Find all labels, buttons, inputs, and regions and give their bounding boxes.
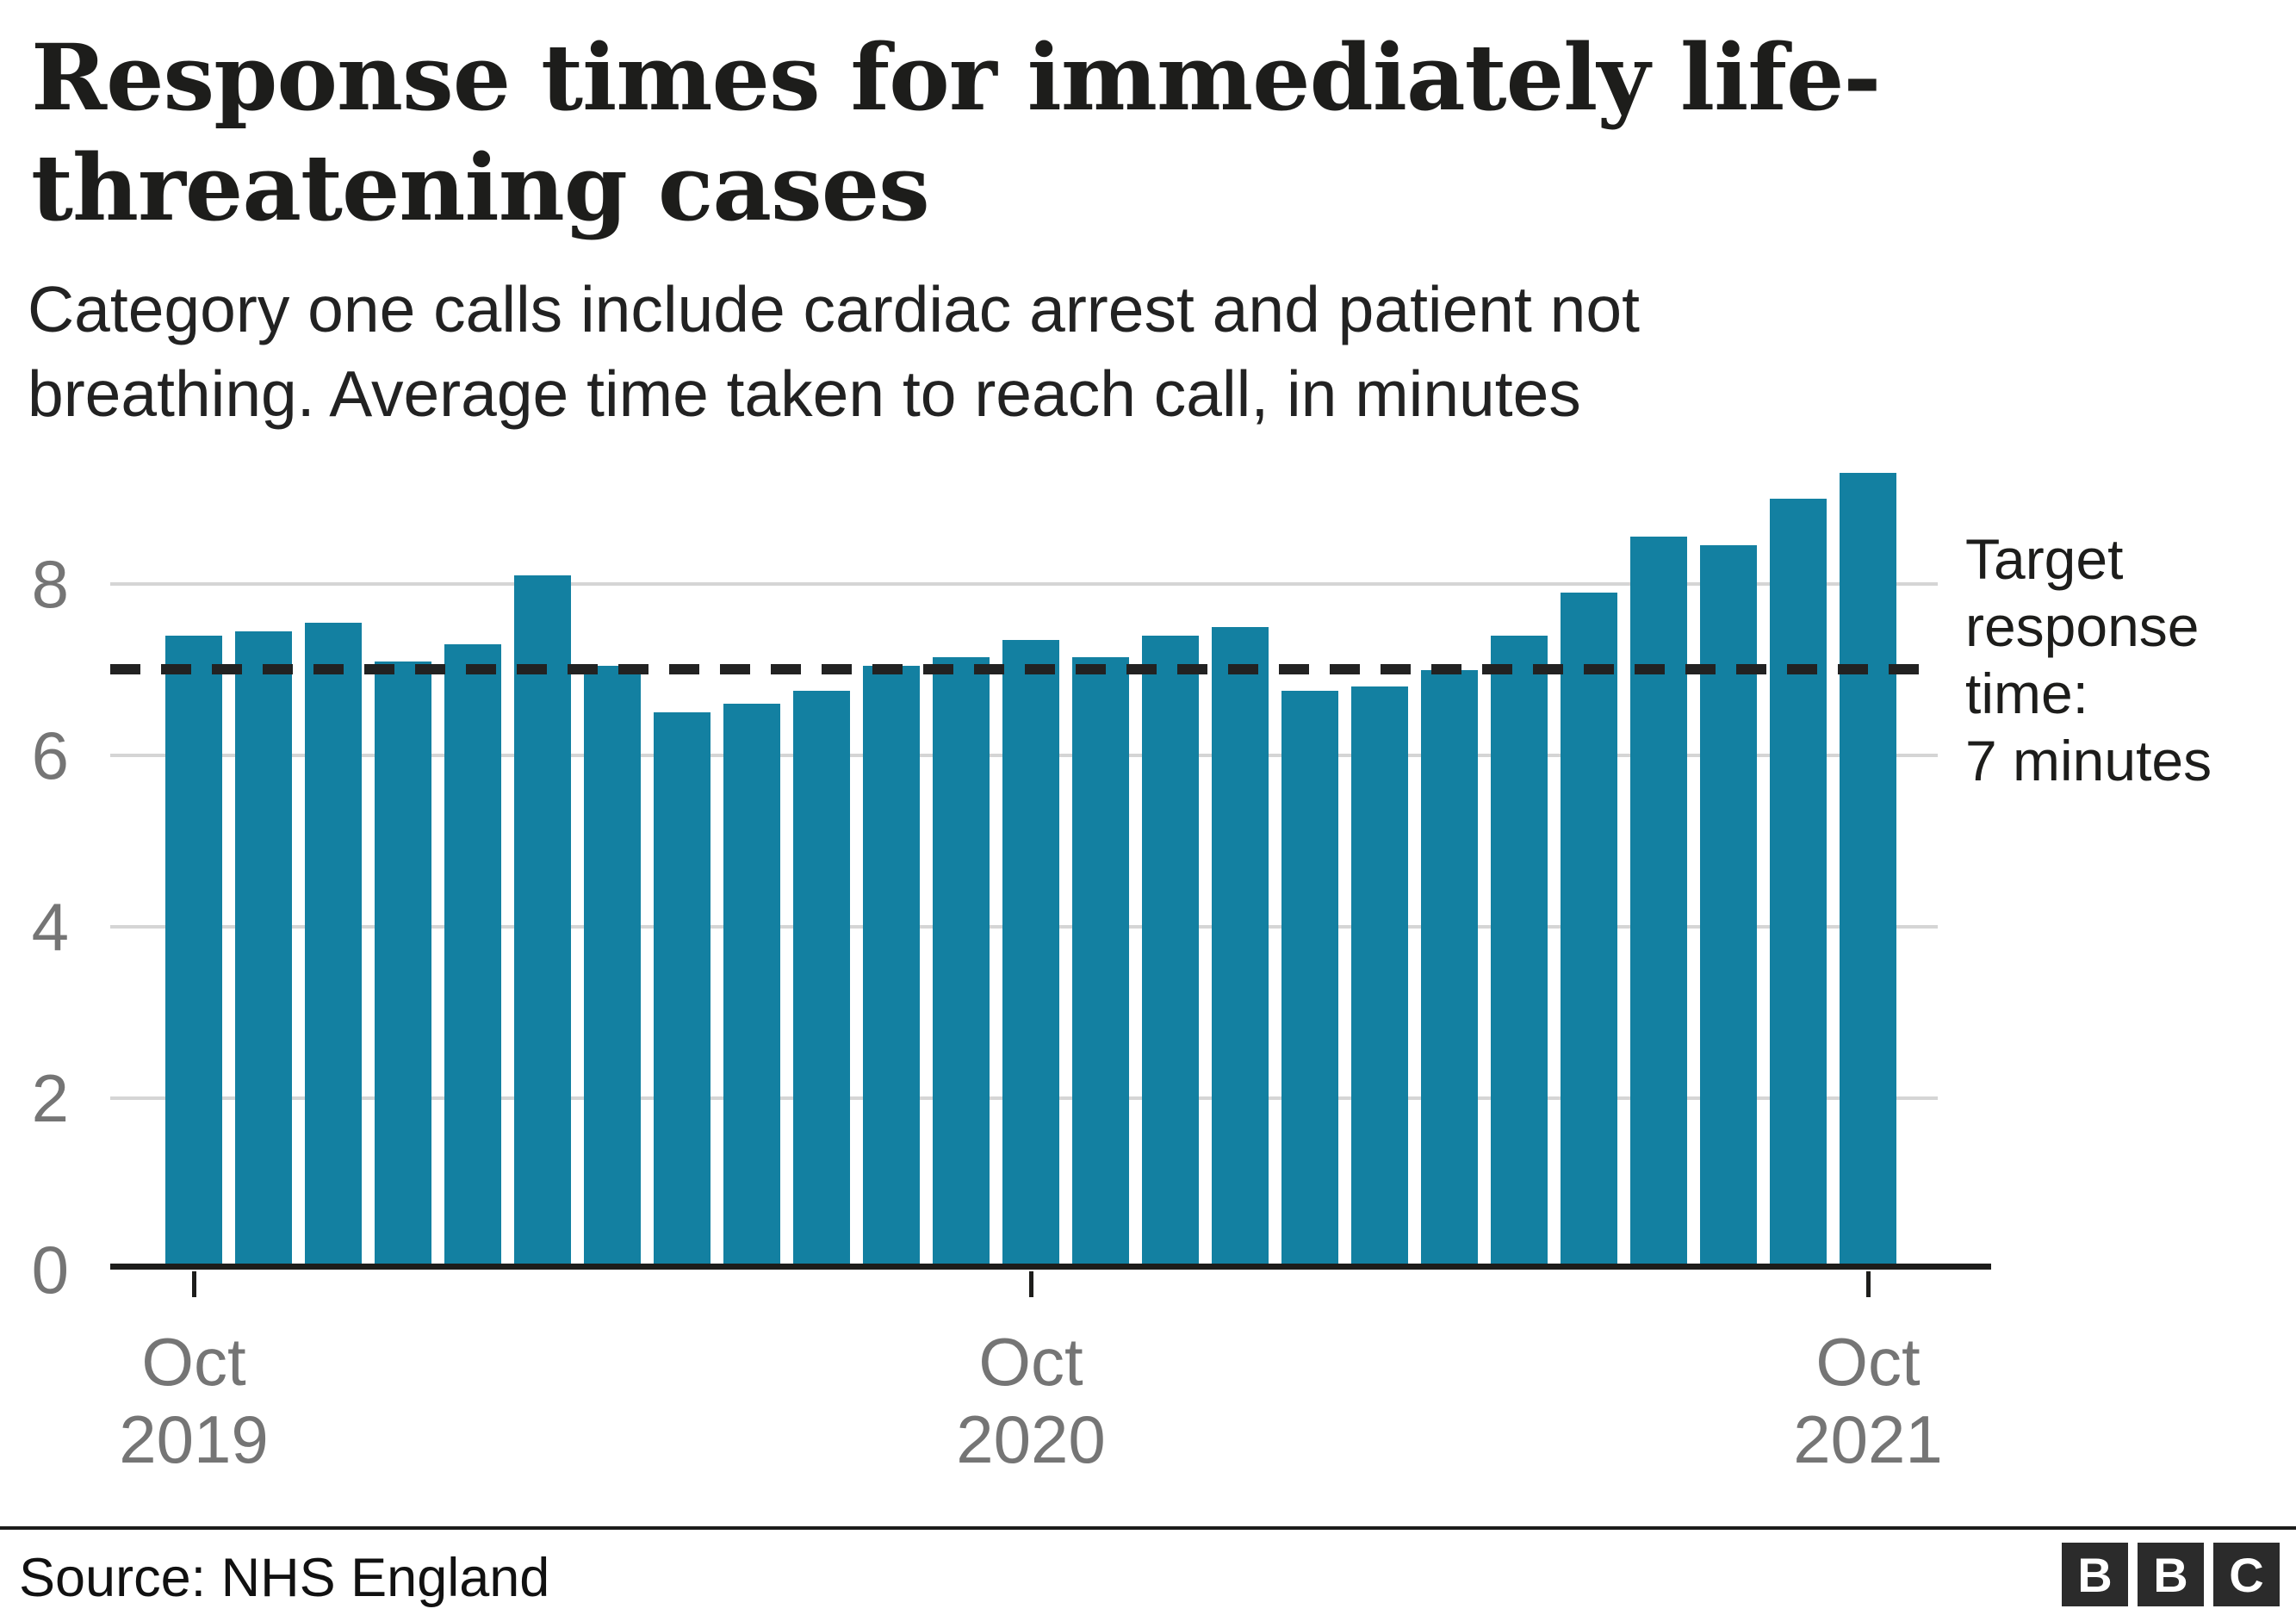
bar-24 (1770, 499, 1827, 1264)
bar-23 (1700, 545, 1757, 1264)
x-axis-tick-3 (1866, 1271, 1871, 1297)
bar-19 (1421, 670, 1478, 1264)
bar-14 (1072, 657, 1129, 1264)
bar-9 (723, 704, 780, 1264)
source-text: Source: NHS England (19, 1548, 550, 1608)
gridline-8 (110, 582, 1938, 586)
x-axis-label-oct-2019: Oct 2019 (119, 1324, 269, 1477)
bar-15 (1142, 636, 1199, 1264)
bar-10 (793, 691, 850, 1264)
bar-22 (1630, 537, 1687, 1264)
bar-2 (235, 631, 292, 1264)
bar-5 (444, 644, 501, 1264)
chart-title: Response times for immediately life- thr… (31, 23, 1881, 241)
bbc-logo-block-b2: B (2138, 1543, 2204, 1606)
bar-17 (1281, 691, 1338, 1264)
bbc-logo-block-c: C (2213, 1543, 2280, 1606)
target-line-label: Target response time: 7 minutes (1965, 527, 2212, 792)
bar-4 (375, 662, 431, 1264)
y-axis-label-4: 4 (31, 889, 69, 965)
y-axis-label-8: 8 (31, 546, 69, 622)
y-axis-label-6: 6 (31, 717, 69, 793)
bbc-logo: B B C (2062, 1543, 2280, 1606)
bar-21 (1561, 593, 1617, 1264)
y-axis-label-0: 0 (31, 1232, 69, 1308)
x-axis-tick-1 (192, 1271, 196, 1297)
bar-16 (1212, 627, 1269, 1264)
bar-8 (654, 712, 711, 1264)
chart-subtitle: Category one calls include cardiac arres… (28, 273, 1640, 430)
bar-3 (305, 623, 362, 1264)
footer-divider (0, 1526, 2296, 1530)
bar-11 (863, 666, 920, 1264)
x-axis-label-oct-2021: Oct 2021 (1793, 1324, 1943, 1477)
bar-7 (584, 666, 641, 1264)
x-axis-tick-2 (1029, 1271, 1033, 1297)
bar-18 (1351, 686, 1408, 1264)
bbc-logo-block-b1: B (2062, 1543, 2128, 1606)
bar-20 (1491, 636, 1548, 1264)
bar-13 (1002, 640, 1059, 1264)
x-axis-line (110, 1264, 1991, 1270)
bar-12 (933, 657, 990, 1264)
bar-1 (165, 636, 222, 1264)
x-axis-label-oct-2020: Oct 2020 (956, 1324, 1106, 1477)
bar-6 (514, 575, 571, 1264)
target-dashed-line (110, 664, 1919, 674)
y-axis-label-2: 2 (31, 1060, 69, 1136)
bar-25 (1840, 473, 1896, 1264)
